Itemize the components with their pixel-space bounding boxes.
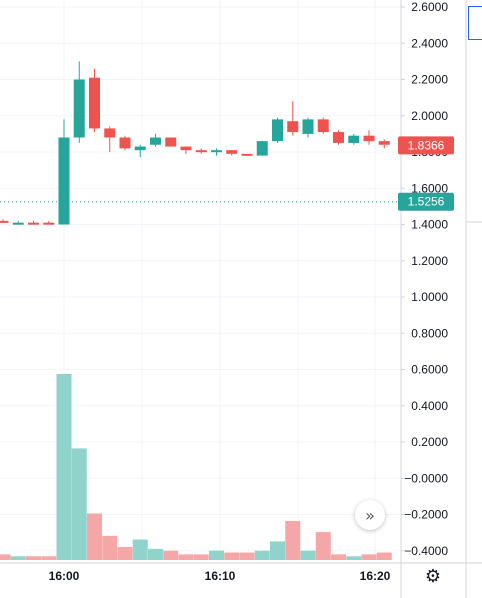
candle-down	[241, 153, 253, 156]
price-tick-label: 1.4000	[411, 218, 448, 232]
volume-bar	[209, 550, 224, 560]
last-price-badge-label: 1.8366	[408, 138, 445, 152]
volume-bar	[315, 532, 331, 560]
candle-up	[211, 150, 222, 153]
double-chevron-right-icon: »	[365, 505, 375, 525]
volume-bar	[102, 535, 118, 560]
candle-up	[256, 141, 268, 156]
volume-bar	[361, 554, 377, 560]
price-axis-labels: 2.60002.40002.20002.00001.80001.60001.40…	[401, 0, 448, 558]
volume-bar	[254, 550, 270, 560]
price-badges: 1.8366 1.5256	[398, 136, 454, 211]
candle-up	[73, 79, 85, 138]
price-tick-label: 0.2000	[411, 435, 448, 449]
volume-bar	[163, 550, 179, 560]
reference-price-badge-label: 1.5256	[408, 195, 445, 209]
side-panel-toggle[interactable]	[468, 6, 482, 40]
time-tick-label: 16:20	[360, 569, 391, 583]
volume-bar	[193, 554, 209, 560]
candle-down	[0, 220, 9, 223]
candle-down	[104, 128, 116, 138]
price-tick-label: 0.8000	[411, 326, 448, 340]
candle-down	[317, 119, 329, 133]
candle-up	[348, 135, 360, 143]
volume-bar	[148, 548, 163, 560]
price-tick-label: −0.2000	[404, 508, 448, 522]
price-tick-label: 1.0000	[411, 290, 448, 304]
volume-bar	[224, 552, 240, 560]
volume-bar	[178, 554, 194, 560]
chart-settings-button[interactable]: ⚙	[420, 563, 446, 589]
volume-bar	[300, 550, 316, 560]
volume-bar	[87, 513, 102, 560]
candle-down	[195, 150, 207, 153]
volume-bars	[0, 374, 392, 560]
candle-up	[12, 222, 24, 225]
time-tick-label: 16:10	[205, 569, 236, 583]
candle-down	[180, 146, 192, 151]
price-tick-label: 2.2000	[411, 73, 448, 87]
candle-up	[134, 146, 146, 151]
candle-down	[226, 150, 238, 154]
volume-bar	[270, 541, 285, 560]
price-tick-label: 2.6000	[411, 0, 448, 14]
candle-down	[28, 222, 39, 225]
price-tick-label: 1.6000	[411, 181, 448, 195]
candle-down	[287, 121, 299, 133]
volume-bar	[132, 539, 148, 560]
candlesticks	[0, 61, 390, 225]
volume-bar	[10, 556, 26, 560]
volume-bar	[346, 556, 362, 560]
candle-up	[150, 137, 161, 145]
last-price-badge-bg	[398, 136, 454, 155]
candle-up	[272, 119, 283, 142]
volume-bar	[239, 552, 255, 560]
candle-down	[165, 137, 177, 147]
scroll-to-realtime-button[interactable]: »	[355, 500, 385, 530]
gear-icon: ⚙	[424, 565, 442, 587]
volume-bar	[331, 554, 346, 560]
candle-down	[119, 137, 131, 149]
volume-bar	[0, 554, 11, 560]
candle-down	[378, 141, 390, 145]
price-tick-label: 2.0000	[411, 109, 448, 123]
price-tick-label: 0.4000	[411, 399, 448, 413]
price-tick-label: −0.4000	[404, 544, 448, 558]
volume-bar	[26, 556, 41, 560]
price-tick-label: −0.0000	[404, 471, 448, 485]
volume-bar	[117, 546, 133, 560]
candle-down	[89, 77, 100, 129]
volume-bar	[41, 556, 57, 560]
candle-down	[333, 132, 344, 143]
time-axis-labels: 16:00 16:10 16:20	[49, 569, 391, 583]
candle-up	[302, 119, 314, 134]
volume-bar	[376, 552, 392, 560]
price-tick-label: 1.2000	[411, 254, 448, 268]
volume-bar	[56, 374, 72, 560]
reference-price-badge-bg	[398, 192, 454, 211]
candle-up	[58, 137, 70, 225]
candle-down	[43, 222, 55, 225]
time-tick-label: 16:00	[49, 569, 80, 583]
price-tick-label: 0.6000	[411, 363, 448, 377]
price-tick-label: 2.4000	[411, 36, 448, 50]
volume-bar	[285, 520, 301, 560]
volume-bar	[71, 448, 87, 560]
candle-down	[363, 135, 375, 142]
